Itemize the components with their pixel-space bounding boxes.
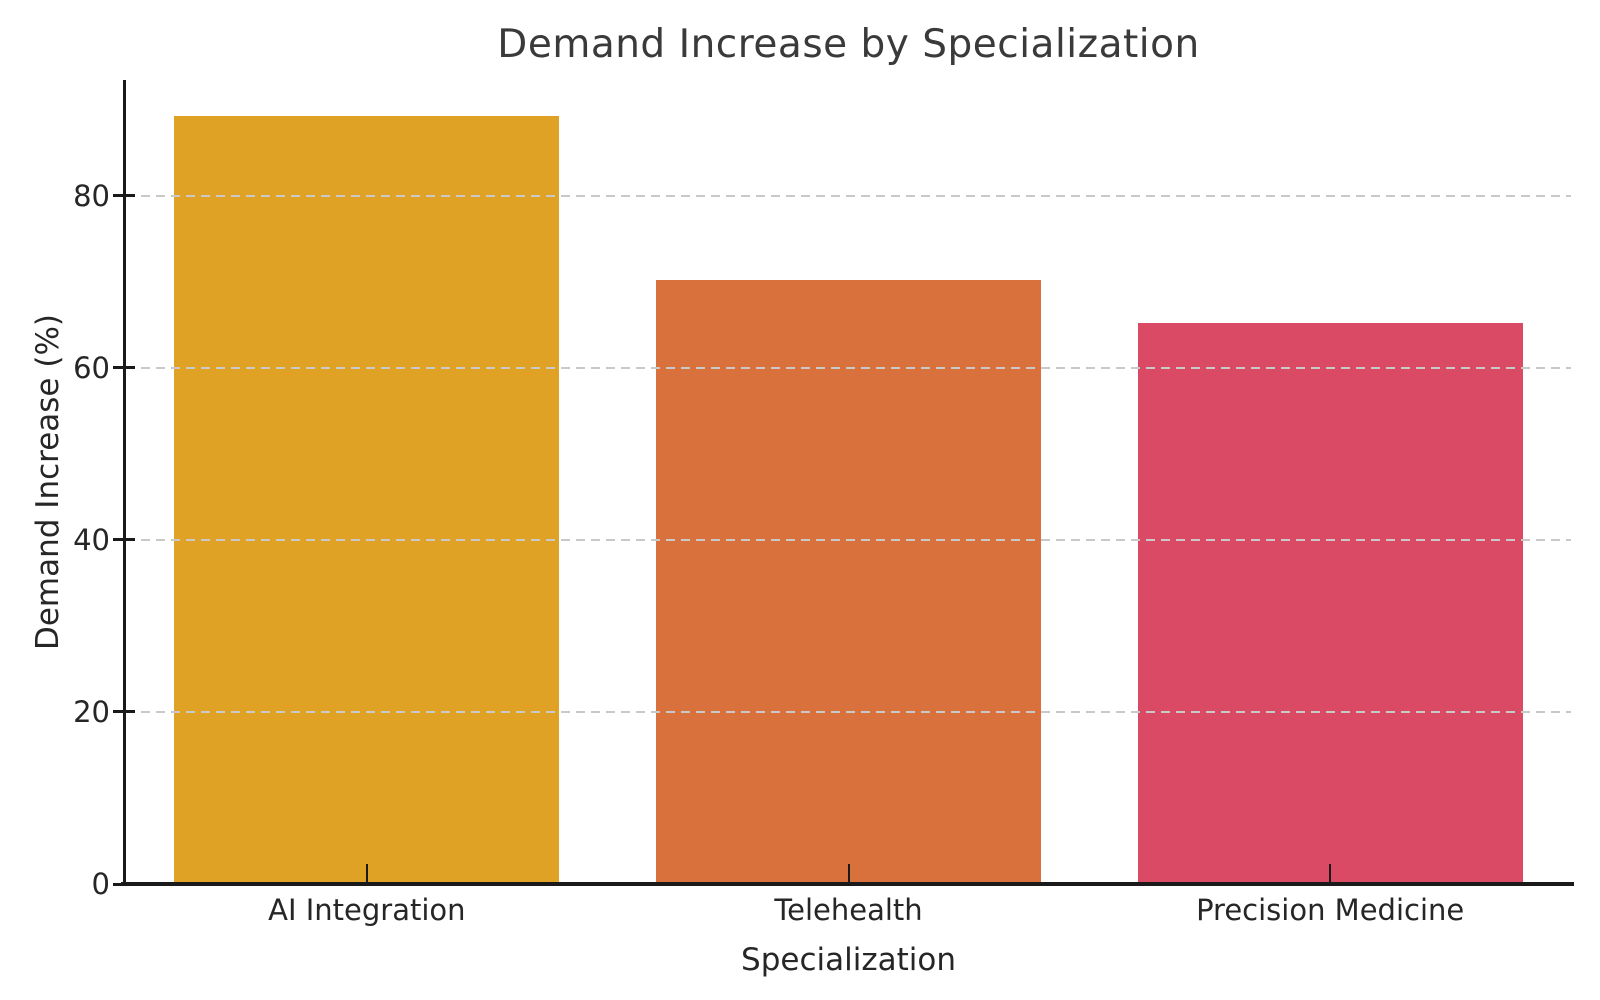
y-tick-mark xyxy=(113,538,135,542)
y-tick-label: 60 xyxy=(73,350,110,385)
x-tick-label: AI Integration xyxy=(268,893,466,927)
x-tick-label: Precision Medicine xyxy=(1196,893,1465,927)
bar-telehealth xyxy=(655,279,1042,882)
gridline-y60 xyxy=(126,366,1571,369)
x-tick-label: Telehealth xyxy=(774,893,923,927)
y-tick-mark xyxy=(113,366,135,370)
x-axis-label: Specialization xyxy=(741,942,956,978)
plot-area xyxy=(113,80,1574,886)
bar-ai-integration xyxy=(174,116,560,882)
x-tick-mark xyxy=(847,864,850,882)
y-tick-mark xyxy=(113,882,135,886)
y-tick-label: 40 xyxy=(73,522,110,557)
y-tick-mark xyxy=(113,194,135,198)
x-axis-spine xyxy=(121,882,1574,886)
y-axis-spine xyxy=(123,80,126,884)
y-tick-label: 0 xyxy=(91,867,110,901)
gridline-y20 xyxy=(126,710,1571,713)
gridline-y40 xyxy=(126,538,1571,541)
x-tick-mark xyxy=(365,864,368,882)
chart-title: Demand Increase by Specialization xyxy=(497,22,1200,67)
bar-precision-medicine xyxy=(1137,322,1523,882)
y-tick-mark xyxy=(113,710,135,714)
gridline-y80 xyxy=(126,194,1571,197)
y-tick-label: 20 xyxy=(73,694,110,729)
y-tick-label: 80 xyxy=(73,178,110,213)
x-tick-mark xyxy=(1329,864,1332,882)
